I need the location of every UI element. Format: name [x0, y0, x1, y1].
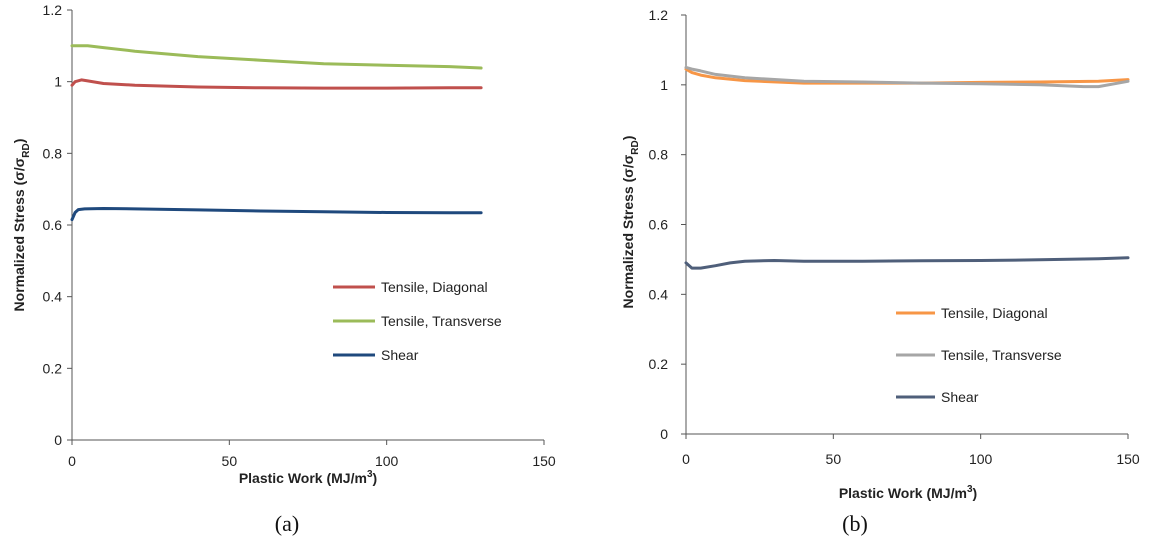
y-tick-label: 0.6	[649, 217, 669, 233]
chart-b-ticks: 0 0.2 0.4 0.6 0.8 1 1.2 0 50 100 150	[649, 7, 1140, 467]
x-tick-label: 50	[826, 451, 842, 467]
y-tick-label: 1.2	[649, 7, 669, 23]
legend-label: Tensile, Transverse	[381, 313, 502, 329]
chart-b-x-axis-title: Plastic Work (MJ/m3)	[839, 484, 977, 501]
x-tick-label: 50	[222, 453, 238, 469]
y-tick-label: 0.4	[43, 289, 63, 305]
legend-item: Shear	[333, 347, 419, 363]
x-tick-label: 0	[682, 451, 690, 467]
chart-a-ticks: 0 0.2 0.4 0.6 0.8 1 1.2 0 50 100 150	[43, 2, 556, 469]
chart-b-series-lines	[684, 65, 1130, 270]
y-tick-label: 1.2	[43, 2, 63, 18]
series-line-tensile-transverse	[70, 44, 483, 70]
x-tick-label: 0	[68, 453, 76, 469]
series-line-shear	[70, 207, 483, 222]
chart-a-caption: (a)	[275, 511, 299, 536]
y-tick-label: 0.8	[43, 145, 63, 161]
chart-a-x-axis-title: Plastic Work (MJ/m3)	[239, 469, 377, 486]
y-tick-label: 0	[660, 426, 668, 442]
chart-b: 0 0.2 0.4 0.6 0.8 1 1.2 0 50 100 150 Plastic Work …	[620, 7, 1140, 536]
y-tick-label: 0.2	[43, 360, 63, 376]
series-line-tensile-transverse	[684, 65, 1130, 89]
x-tick-label: 150	[532, 453, 556, 469]
y-tick-label: 1	[660, 77, 668, 93]
legend-item: Shear	[896, 389, 979, 405]
legend-item: Tensile, Diagonal	[333, 279, 488, 295]
series-line-tensile-diagonal	[684, 67, 1130, 85]
chart-a-y-axis-title: Normalized Stress (σ/σRD)	[11, 139, 32, 312]
series-line-shear	[684, 256, 1130, 270]
y-tick-label: 0.6	[43, 217, 63, 233]
x-tick-label: 100	[375, 453, 399, 469]
chart-b-legend: Tensile, Diagonal Tensile, Transverse Sh…	[896, 305, 1062, 405]
legend-item: Tensile, Transverse	[896, 347, 1062, 363]
chart-b-y-axis-title: Normalized Stress (σ/σRD)	[620, 136, 641, 309]
y-tick-label: 1	[54, 74, 62, 90]
legend-label: Tensile, Diagonal	[381, 279, 488, 295]
y-tick-label: 0.8	[649, 147, 669, 163]
legend-item: Tensile, Transverse	[333, 313, 502, 329]
x-tick-label: 150	[1116, 451, 1140, 467]
legend-item: Tensile, Diagonal	[896, 305, 1048, 321]
legend-label: Tensile, Diagonal	[941, 305, 1048, 321]
y-tick-label: 0	[54, 432, 62, 448]
chart-a: 0 0.2 0.4 0.6 0.8 1 1.2 0 50 100 150 Plastic Work …	[11, 2, 556, 536]
legend-label: Shear	[941, 389, 979, 405]
y-tick-label: 0.4	[649, 286, 669, 302]
y-tick-label: 0.2	[649, 356, 669, 372]
chart-a-series-lines	[70, 44, 483, 222]
legend-label: Tensile, Transverse	[941, 347, 1062, 363]
legend-label: Shear	[381, 347, 419, 363]
chart-b-caption: (b)	[842, 511, 868, 536]
chart-a-legend: Tensile, Diagonal Tensile, Transverse Sh…	[333, 279, 502, 363]
x-tick-label: 100	[969, 451, 993, 467]
series-line-tensile-diagonal	[70, 78, 483, 90]
